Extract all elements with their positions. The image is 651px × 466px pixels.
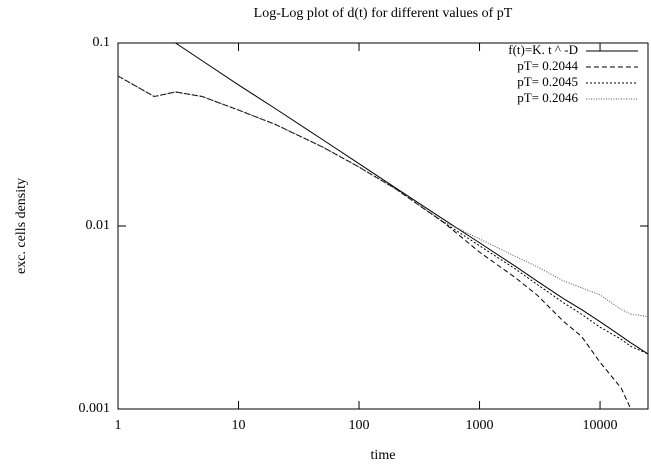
series-line — [118, 75, 632, 409]
x-axis-label: time — [371, 448, 396, 463]
chart-title: Log-Log plot of d(t) for different value… — [254, 6, 513, 21]
x-tick-label: 10 — [232, 418, 246, 433]
y-tick-label: 0.001 — [79, 401, 111, 416]
y-axis-label: exc. cells density — [14, 178, 29, 274]
y-tick-label: 0.1 — [93, 35, 111, 50]
legend-label: f(t)=K. t ^ -D — [508, 42, 578, 57]
series-line — [118, 75, 648, 355]
legend-label: pT= 0.2044 — [517, 58, 578, 73]
x-tick-label: 100 — [349, 418, 370, 433]
x-tick-label: 1 — [115, 418, 122, 433]
series-line — [175, 43, 648, 355]
legend-label: pT= 0.2045 — [517, 74, 578, 89]
series-line — [118, 75, 648, 318]
y-tick-label: 0.01 — [86, 218, 111, 233]
legend-label: pT= 0.2046 — [517, 90, 578, 105]
x-tick-label: 1000 — [466, 418, 494, 433]
x-tick-label: 10000 — [583, 418, 618, 433]
